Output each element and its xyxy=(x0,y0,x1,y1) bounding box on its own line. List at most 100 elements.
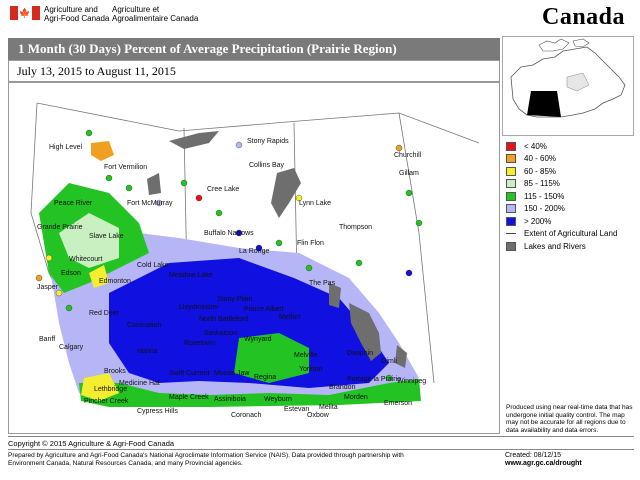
place-label: Cypress Hills xyxy=(137,408,178,415)
legend-item: 115 - 150% xyxy=(506,190,636,202)
place-label: Banff xyxy=(39,336,55,343)
place-label: Morden xyxy=(344,394,368,401)
place-label: Melville xyxy=(294,352,317,359)
place-label: Coronach xyxy=(231,412,261,419)
legend-swatch xyxy=(506,154,516,163)
place-label: Brooks xyxy=(104,368,126,375)
place-label: Moose Jaw xyxy=(214,370,250,377)
legend-item: 60 - 85% xyxy=(506,165,636,177)
place-label: Stony Plain xyxy=(217,296,253,303)
divider xyxy=(8,449,634,450)
canada-inset-map xyxy=(502,36,634,136)
place-label: Pincher Creek xyxy=(84,398,129,405)
legend-swatch xyxy=(506,204,516,213)
place-label: Wynyard xyxy=(244,336,272,343)
place-label: Gillam xyxy=(399,170,419,177)
place-label: Flin Flon xyxy=(297,240,324,247)
place-label: Winnipeg xyxy=(397,378,426,385)
place-label: Saskatoon xyxy=(204,330,237,337)
place-label: Churchill xyxy=(394,152,422,159)
prepared-by: Prepared by Agriculture and Agri-Food Ca… xyxy=(8,452,404,467)
legend-label: < 40% xyxy=(524,141,547,151)
canada-wordmark: Canada xyxy=(542,4,626,30)
dept-en-line1: Agriculture and xyxy=(44,5,98,14)
place-label: Lynn Lake xyxy=(299,200,331,207)
legend-swatch xyxy=(506,166,516,176)
place-label: Assiniboia xyxy=(214,396,246,403)
place-label: Calgary xyxy=(59,344,84,351)
legend-label: 40 - 60% xyxy=(524,154,557,163)
place-label: Portage la Prairie xyxy=(347,376,401,383)
place-label: Slave Lake xyxy=(89,233,124,240)
legend-label: 115 - 150% xyxy=(524,191,565,201)
place-label: Cree Lake xyxy=(207,186,239,193)
legend-label: Lakes and Rivers xyxy=(524,241,586,251)
legend-label: Extent of Agricultural Land xyxy=(524,229,618,238)
place-label: Buffalo Narrows xyxy=(204,230,254,237)
dept-fr-line1: Agriculture et xyxy=(112,5,160,14)
place-label: High Level xyxy=(49,144,83,151)
legend-swatch xyxy=(506,241,516,251)
divider xyxy=(8,436,634,437)
legend-item: 85 - 115% xyxy=(506,178,636,190)
legend-label: 150 - 200% xyxy=(524,204,565,213)
place-label: Grande Prairie xyxy=(37,224,83,231)
place-label: Whitecourt xyxy=(69,256,103,263)
legend-extent: Extent of Agricultural Land xyxy=(506,228,636,240)
legend-lakes: Lakes and Rivers xyxy=(506,240,636,252)
precipitation-map: High Level Fort Vermilion Stony Rapids C… xyxy=(8,82,500,434)
dept-name-en: Agriculture and Agri-Food Canada xyxy=(44,5,109,23)
created-date: Created: 08/12/15 xyxy=(505,452,562,459)
place-label: Meadow Lake xyxy=(169,272,213,279)
place-label: Brandon xyxy=(329,384,356,391)
legend-item: 150 - 200% xyxy=(506,203,636,215)
source-url[interactable]: www.agr.gc.ca/drought xyxy=(505,460,582,467)
place-label: Lethbridge xyxy=(94,386,127,393)
place-label: Red Deer xyxy=(89,310,120,317)
place-label: Peace River xyxy=(54,200,93,207)
disclaimer: Produced using near real-time data that … xyxy=(506,404,633,434)
date-range: July 13, 2015 to August 11, 2015 xyxy=(8,60,500,82)
place-label: Melfort xyxy=(279,314,300,321)
legend: < 40% 40 - 60% 60 - 85% 85 - 115% 115 - … xyxy=(506,140,636,253)
place-label: Jasper xyxy=(37,284,59,291)
extent-line-icon xyxy=(506,233,516,234)
place-label: Prince Albert xyxy=(244,306,284,313)
place-label: Maple Creek xyxy=(169,394,209,401)
legend-swatch xyxy=(506,179,516,188)
place-label: Hanna xyxy=(137,348,158,355)
place-label: Melita xyxy=(319,404,338,411)
place-label: Edson xyxy=(61,270,81,277)
place-label: Fort Vermilion xyxy=(104,164,147,171)
place-label: Weyburn xyxy=(264,396,292,403)
place-label: Swift Current xyxy=(169,370,210,377)
place-label: La Ronge xyxy=(239,248,269,255)
place-label: Emerson xyxy=(384,400,412,407)
legend-swatch xyxy=(506,191,516,201)
place-label: The Pas xyxy=(309,280,336,287)
copyright: Copyright © 2015 Agriculture & Agri-Food… xyxy=(8,439,175,448)
dept-en-line2: Agri-Food Canada xyxy=(44,14,110,23)
legend-item: < 40% xyxy=(506,140,636,152)
place-label: Estevan xyxy=(284,406,309,413)
place-label: Fort McMurray xyxy=(127,200,173,207)
place-label: Edmonton xyxy=(99,278,131,285)
legend-item: > 200% xyxy=(506,215,636,227)
place-label: Regina xyxy=(254,374,276,381)
dept-fr-line2: Agroalimentaire Canada xyxy=(112,14,199,23)
place-label: Medicine Hat xyxy=(119,380,160,387)
map-title: 1 Month (30 Days) Percent of Average Pre… xyxy=(8,38,500,60)
legend-label: 60 - 85% xyxy=(524,166,557,176)
created-info: Created: 08/12/15 www.agr.gc.ca/drought xyxy=(505,452,582,468)
place-label: Cold Lake xyxy=(137,262,169,269)
prairie-highlight xyxy=(527,91,561,117)
place-label: Oxbow xyxy=(307,412,330,419)
header: 🍁 Agriculture and Agri-Food Canada Agric… xyxy=(0,0,640,36)
place-label: Stony Rapids xyxy=(247,138,289,145)
place-label: Dauphin xyxy=(347,350,373,357)
place-label: Rosetown xyxy=(184,340,215,347)
place-label: Gimli xyxy=(381,358,397,365)
place-label: Collins Bay xyxy=(249,162,285,169)
legend-swatch xyxy=(506,141,516,151)
legend-label: > 200% xyxy=(524,216,552,226)
